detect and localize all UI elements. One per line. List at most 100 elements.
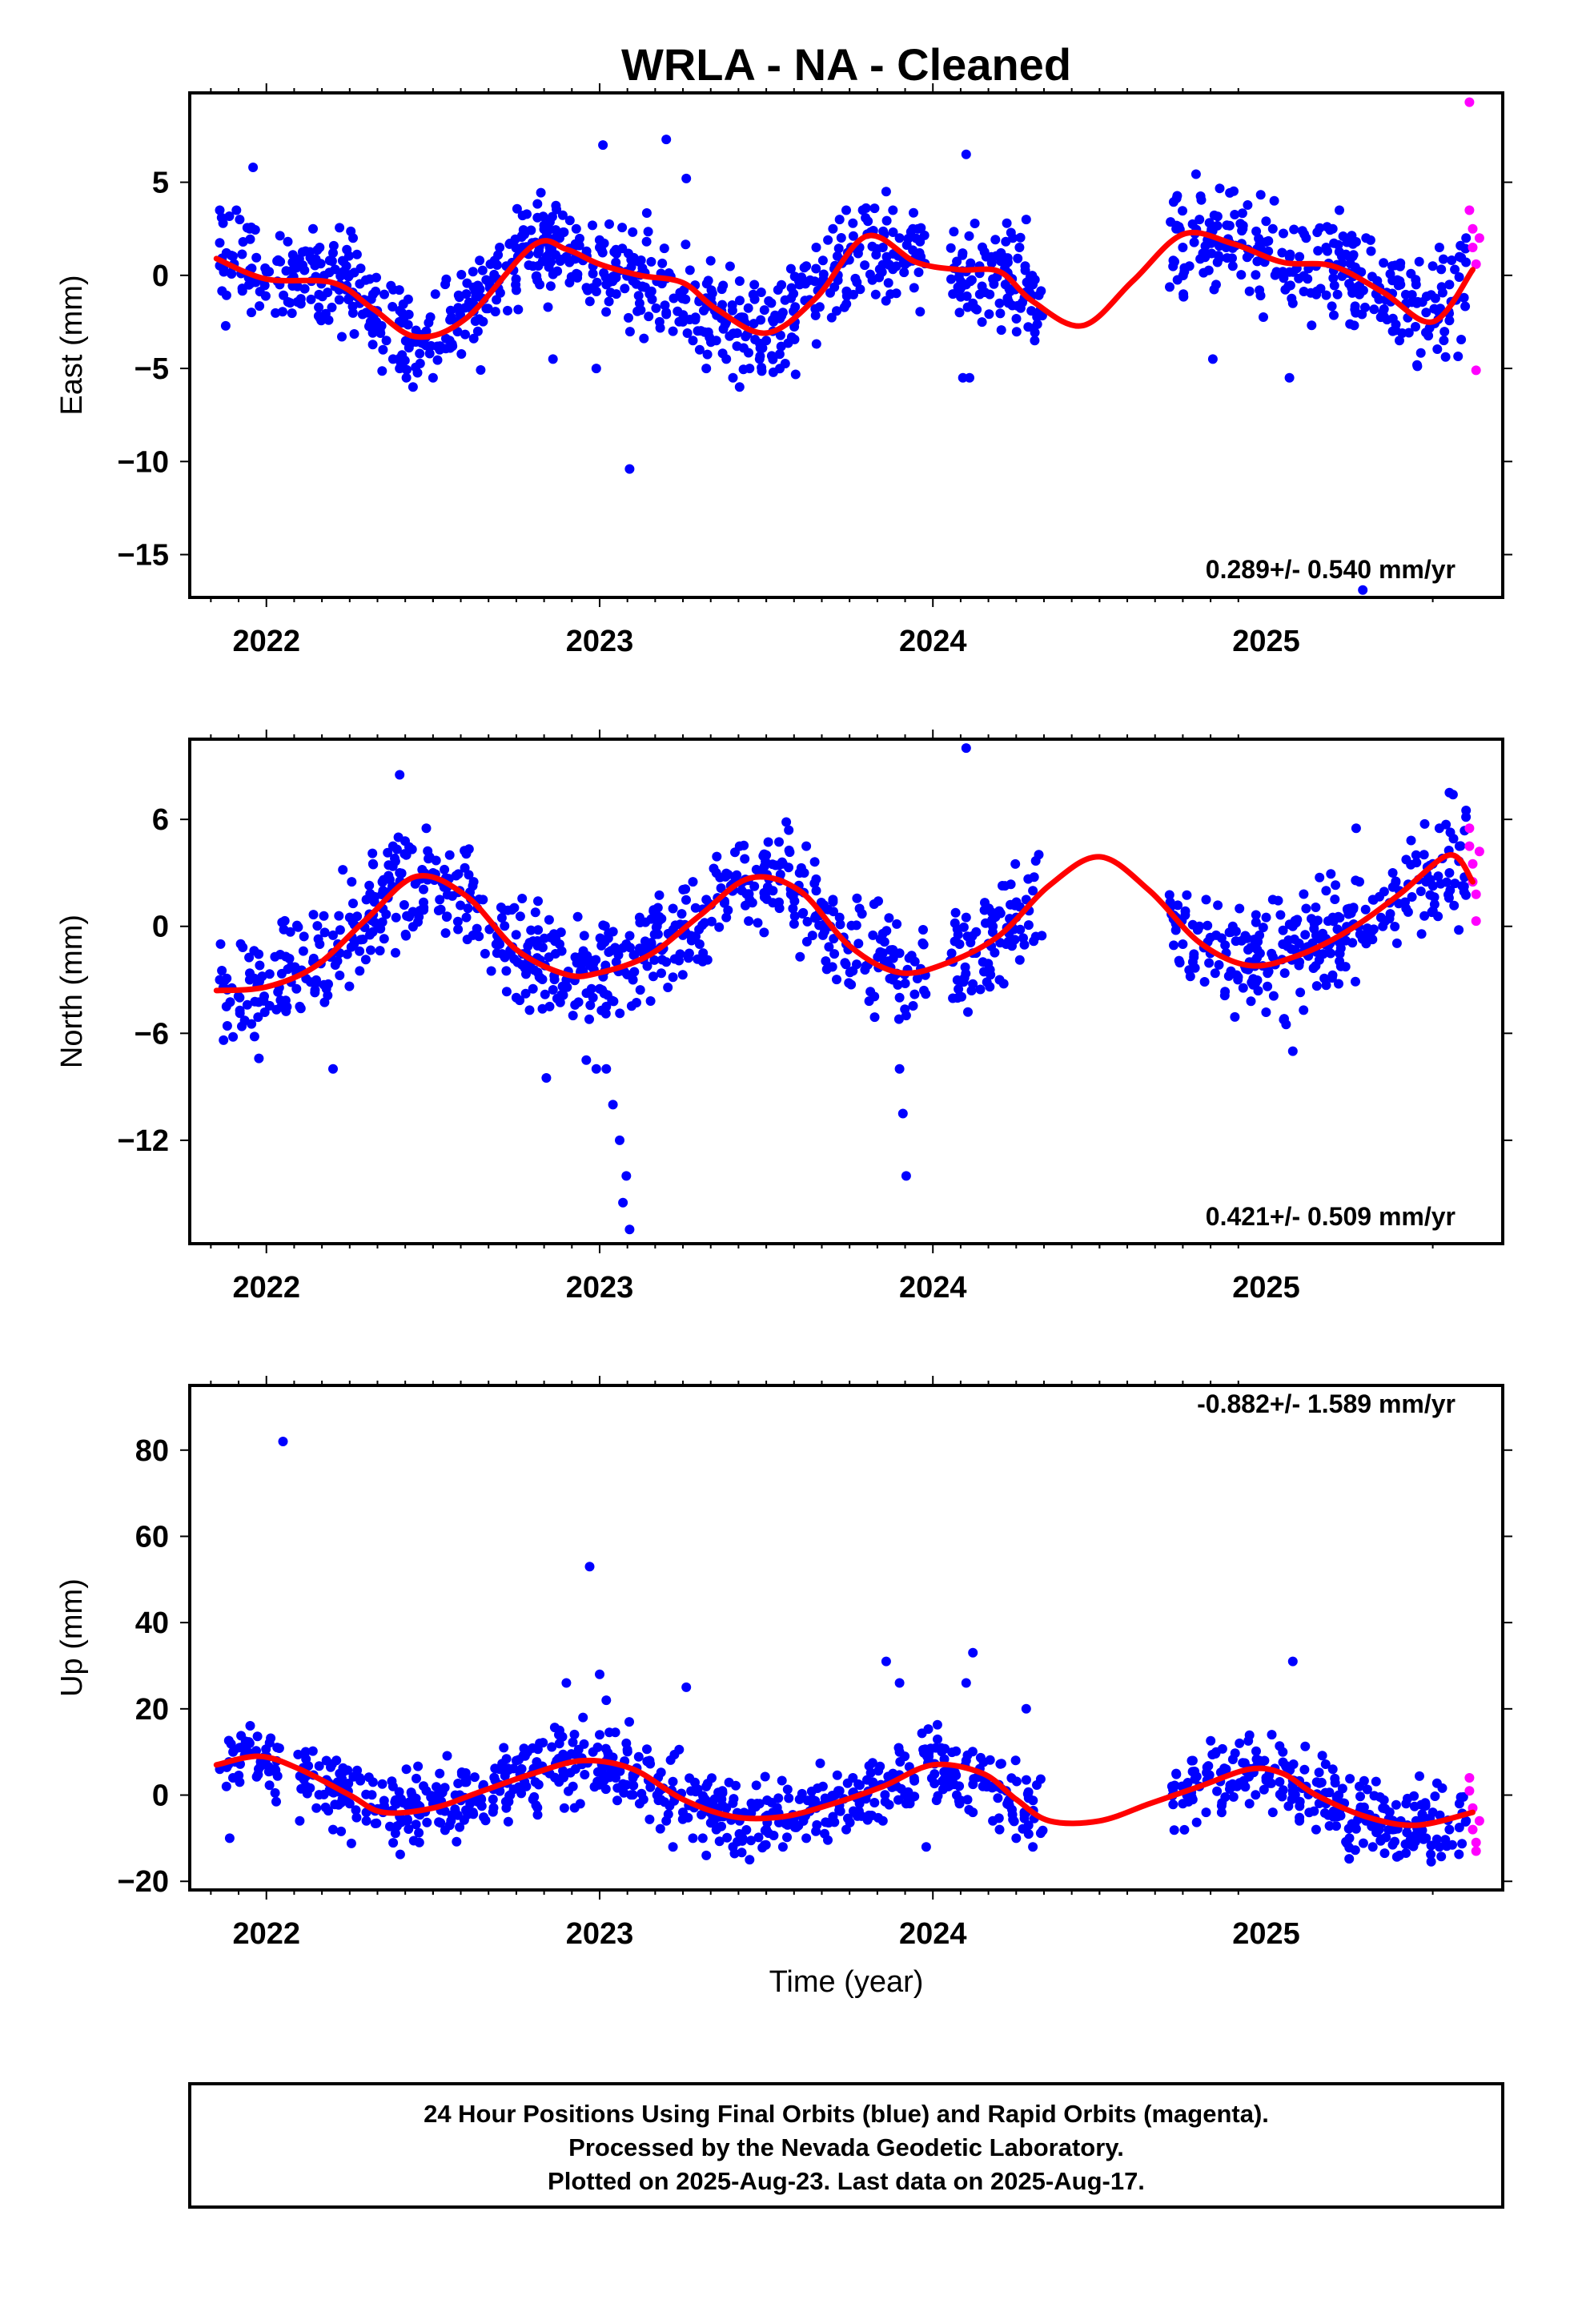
- east-rapid-point: [1468, 223, 1478, 234]
- up-final-point: [252, 1731, 263, 1742]
- east-final-point: [785, 263, 796, 274]
- north-final-point: [549, 975, 560, 985]
- east-final-point: [624, 327, 635, 337]
- east-final-point: [701, 279, 712, 289]
- east-final-point: [334, 295, 344, 305]
- north-final-point: [759, 927, 769, 938]
- north-final-point: [444, 850, 455, 860]
- east-final-point: [355, 279, 365, 289]
- up-final-point: [532, 1810, 543, 1820]
- north-final-point: [237, 1021, 247, 1031]
- east-final-point: [1237, 208, 1247, 219]
- up-final-point: [508, 1763, 519, 1774]
- up-final-point: [1021, 1775, 1031, 1785]
- north-final-point: [235, 939, 246, 949]
- north-final-point: [834, 912, 845, 923]
- up-final-point: [351, 1812, 362, 1823]
- up-final-point: [299, 1775, 309, 1784]
- up-final-point: [1022, 1789, 1033, 1799]
- up-final-point: [440, 1783, 450, 1793]
- east-final-point: [216, 212, 227, 223]
- east-final-point: [248, 163, 259, 172]
- east-final-point: [215, 238, 225, 248]
- east-final-point: [432, 355, 443, 365]
- north-final-point: [249, 1031, 259, 1042]
- east-final-point: [1030, 275, 1040, 285]
- up-y-tick-label: −20: [118, 1865, 169, 1899]
- up-final-point: [224, 1833, 235, 1844]
- north-final-point: [968, 979, 978, 989]
- east-x-tick-label: 2022: [232, 625, 300, 658]
- north-final-point: [1441, 819, 1452, 830]
- footer-box: [188, 2082, 1504, 2209]
- up-final-point: [862, 1775, 872, 1785]
- up-final-point: [1331, 1792, 1342, 1803]
- up-final-point: [893, 1743, 904, 1753]
- north-final-point: [606, 946, 616, 956]
- north-final-point: [541, 1073, 552, 1083]
- up-final-point: [1426, 1840, 1436, 1851]
- north-final-point: [908, 1001, 918, 1011]
- north-rapid-point: [1471, 889, 1481, 899]
- up-final-point: [601, 1695, 612, 1706]
- north-final-point: [1214, 959, 1224, 970]
- north-final-point: [338, 865, 348, 875]
- north-final-point: [781, 817, 792, 827]
- up-final-point: [1186, 1755, 1197, 1766]
- north-final-point: [950, 918, 960, 928]
- figure-title: WRLA - NA - Cleaned: [621, 39, 1071, 90]
- north-final-point: [961, 912, 971, 923]
- east-final-point: [1328, 273, 1339, 283]
- north-final-point: [520, 988, 531, 999]
- east-final-point: [660, 300, 670, 311]
- east-final-point: [231, 205, 242, 215]
- north-final-point: [1456, 841, 1466, 851]
- east-final-point: [291, 259, 302, 269]
- east-final-point: [1437, 287, 1447, 298]
- up-final-point: [729, 1848, 740, 1859]
- up-final-point: [1359, 1775, 1369, 1786]
- up-final-point: [1454, 1849, 1464, 1860]
- north-final-point: [557, 981, 568, 991]
- east-final-point: [1415, 348, 1426, 358]
- up-final-point: [455, 1822, 465, 1832]
- east-final-point: [599, 267, 609, 278]
- east-final-point: [871, 250, 881, 260]
- east-final-point: [1284, 372, 1295, 383]
- north-final-point: [1204, 958, 1215, 968]
- east-final-point: [1432, 344, 1443, 354]
- east-final-point: [777, 311, 787, 321]
- up-final-point: [1204, 1770, 1215, 1780]
- north-final-point: [814, 920, 825, 931]
- north-final-point: [1351, 976, 1360, 987]
- up-final-point: [832, 1770, 842, 1780]
- east-final-point: [805, 275, 815, 285]
- east-final-point: [823, 235, 833, 245]
- up-final-point: [550, 1772, 560, 1783]
- north-final-point: [368, 859, 379, 870]
- north-final-point: [334, 911, 344, 921]
- north-final-point: [544, 952, 554, 963]
- north-final-point: [1295, 987, 1306, 998]
- east-final-point: [966, 275, 977, 285]
- north-final-point: [759, 849, 769, 859]
- east-final-point: [789, 322, 800, 332]
- east-final-point: [346, 226, 356, 236]
- north-final-point: [918, 925, 928, 935]
- up-final-point: [677, 1814, 688, 1824]
- east-final-point: [573, 240, 584, 251]
- east-final-point: [1421, 292, 1431, 302]
- north-final-point: [596, 935, 607, 945]
- east-final-point: [1191, 169, 1201, 179]
- north-rapid-point: [1464, 841, 1475, 851]
- up-final-point: [681, 1682, 692, 1692]
- up-rapid-point: [1471, 1837, 1481, 1848]
- north-final-point: [526, 925, 536, 935]
- up-final-point: [717, 1786, 728, 1796]
- up-final-point: [1259, 1755, 1270, 1766]
- up-final-point: [573, 1744, 584, 1755]
- east-final-point: [1299, 229, 1310, 239]
- up-final-point: [1166, 1781, 1177, 1791]
- east-final-point: [1236, 270, 1247, 280]
- up-final-point: [516, 1788, 527, 1799]
